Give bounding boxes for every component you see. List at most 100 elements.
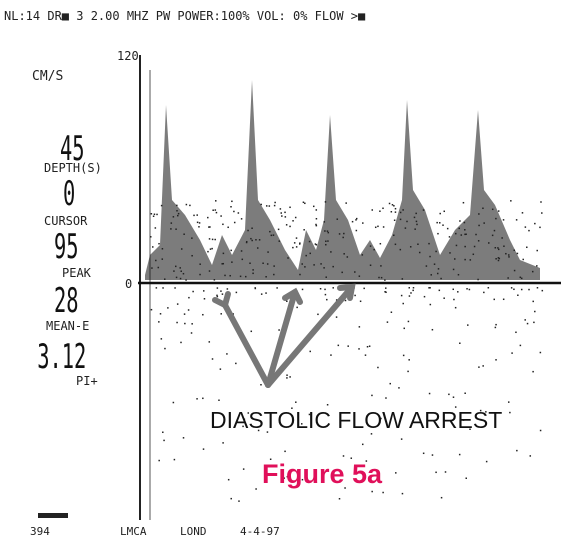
speckle-dot [184, 322, 186, 325]
speckle-dot [222, 442, 224, 444]
speckle-dot [446, 227, 449, 230]
speckle-dot [335, 299, 338, 301]
speckle-dot [393, 234, 395, 237]
speckle-dot [284, 216, 287, 218]
speckle-dot [326, 230, 329, 232]
speckle-dot [477, 240, 480, 242]
speckle-dot [431, 454, 434, 456]
speckle-dot [403, 327, 406, 330]
speckle-dot [498, 257, 501, 260]
speckle-dot [491, 208, 494, 211]
speckle-dot [299, 242, 301, 244]
speckle-dot [235, 362, 237, 365]
speckle-dot [455, 232, 457, 235]
speckle-dot [245, 241, 248, 244]
speckle-dot [464, 392, 466, 395]
speckle-dot [346, 256, 349, 258]
speckle-dot [422, 209, 425, 211]
speckle-dot [406, 220, 408, 223]
speckle-dot [495, 258, 497, 260]
speckle-dot [269, 458, 272, 461]
speckle-dot [390, 311, 393, 313]
speckle-dot [488, 242, 490, 244]
speckle-dot [478, 366, 480, 368]
speckle-dot [301, 478, 304, 481]
speckle-dot [453, 298, 455, 301]
speckle-dot [266, 263, 269, 265]
speckle-dot [388, 202, 391, 205]
speckle-dot [313, 264, 315, 266]
speckle-dot [211, 238, 214, 241]
speckle-dot [337, 344, 340, 347]
speckle-dot [324, 288, 326, 291]
speckle-dot [526, 246, 528, 249]
speckle-dot [532, 370, 534, 373]
speckle-dot [515, 219, 518, 221]
speckle-dot [510, 287, 513, 289]
speckle-dot [323, 221, 326, 223]
speckle-dot [157, 266, 160, 269]
speckle-dot [526, 322, 529, 325]
speckle-dot [377, 366, 379, 369]
speckle-dot [156, 213, 158, 216]
speckle-dot [209, 226, 211, 228]
speckle-dot [409, 246, 412, 248]
speckle-dot [161, 258, 164, 260]
speckle-dot [516, 252, 519, 255]
speckle-dot [315, 224, 318, 227]
speckle-dot [241, 258, 244, 261]
speckle-dot [457, 273, 460, 276]
speckle-dot [226, 288, 229, 290]
speckle-dot [364, 354, 367, 356]
speckle-dot [296, 306, 298, 309]
speckle-dot [312, 205, 315, 208]
speckle-dot [218, 399, 220, 401]
speckle-dot [188, 296, 190, 299]
speckle-dot [325, 240, 327, 243]
readout-value: 45 [60, 128, 85, 168]
speckle-dot [226, 353, 228, 355]
speckle-dot [351, 220, 354, 223]
speckle-dot [208, 270, 211, 272]
speckle-dot [279, 208, 282, 210]
speckle-dot [183, 313, 186, 315]
speckle-dot [202, 448, 205, 450]
speckle-dot [401, 278, 404, 280]
footer-vessel: LMCA [120, 525, 147, 538]
speckle-dot [187, 309, 190, 311]
speckle-dot [401, 492, 404, 495]
speckle-dot [291, 407, 293, 409]
speckle-dot [344, 487, 346, 489]
speckle-dot [320, 263, 322, 265]
speckle-dot [539, 226, 541, 229]
speckle-dot [425, 265, 428, 267]
speckle-dot [493, 229, 496, 232]
speckle-dot [359, 300, 362, 303]
speckle-dot [422, 452, 425, 455]
speckle-dot [280, 212, 283, 214]
speckle-dot [494, 326, 497, 329]
arrow [265, 284, 355, 388]
speckle-dot [229, 274, 231, 277]
speckle-dot [412, 287, 415, 289]
speckle-dot [398, 387, 400, 389]
speckle-dot [382, 207, 384, 210]
footer-mode: LOND [180, 525, 207, 538]
speckle-dot [429, 287, 431, 289]
speckle-dot [408, 359, 410, 361]
speckle-dot [238, 500, 240, 502]
speckle-dot [390, 211, 393, 213]
speckle-dot [196, 214, 198, 216]
speckle-dot [415, 212, 417, 215]
speckle-dot [423, 295, 426, 298]
speckle-dot [467, 324, 469, 326]
speckle-dot [389, 382, 391, 385]
arrow-head [282, 287, 303, 305]
speckle-dot [202, 290, 205, 292]
speckle-dot [391, 204, 394, 206]
speckle-dot [284, 211, 286, 214]
speckle-dot [408, 287, 410, 289]
speckle-dot [152, 215, 155, 218]
speckle-dot [175, 228, 177, 230]
speckle-dot [191, 237, 193, 239]
